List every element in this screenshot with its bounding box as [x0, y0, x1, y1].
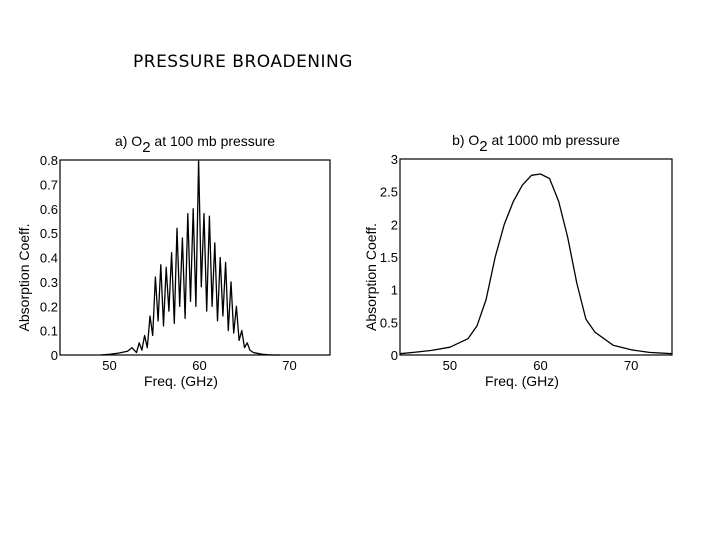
x-tick-label: 50	[102, 358, 116, 373]
x-tick-label: 60	[192, 358, 206, 373]
y-tick-label: 0.4	[40, 251, 58, 266]
y-tick-label: 0.2	[40, 299, 58, 314]
y-tick-label: 0.3	[40, 275, 58, 290]
y-tick-label: 0.5	[40, 226, 58, 241]
y-tick-label: 0	[51, 348, 58, 363]
x-tick-label: 70	[282, 358, 296, 373]
y-tick-label: 0.6	[40, 202, 58, 217]
series-line	[100, 159, 281, 356]
chart-title-species: O	[131, 133, 142, 149]
y-axis-label: Absorption Coeff.	[16, 224, 32, 332]
chart-title-subscript: 2	[142, 139, 150, 156]
y-tick-label: 0.7	[40, 177, 58, 192]
y-tick-label: 0.1	[40, 324, 58, 339]
chart-title-prefix: a)	[115, 133, 131, 149]
slide-title: PRESSURE BROADENING	[133, 52, 353, 72]
y-tick-label: 0.8	[40, 153, 58, 168]
plot-frame	[59, 159, 331, 356]
x-axis-label: Freq. (GHz)	[144, 373, 218, 389]
chart-title-suffix: at 100 mb pressure	[151, 133, 276, 149]
chart-title: a) O2 at 100 mb pressure	[115, 133, 275, 156]
